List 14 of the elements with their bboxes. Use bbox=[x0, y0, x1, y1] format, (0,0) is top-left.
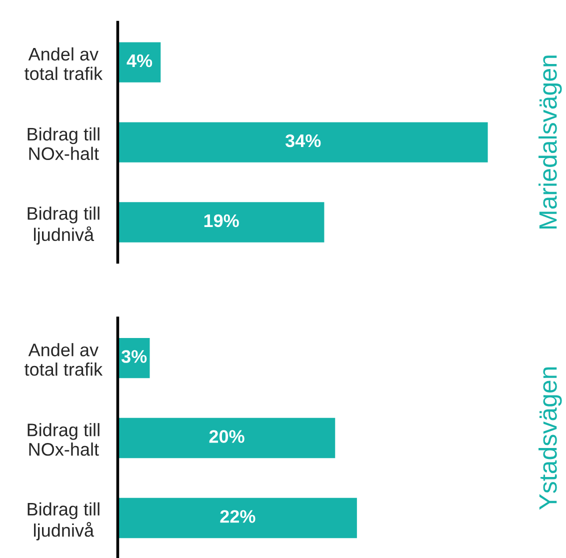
data-label: 34% bbox=[285, 134, 321, 148]
y-tick-label: Andel av total trafik bbox=[24, 343, 103, 376]
y-tick-label: Andel av total trafik bbox=[24, 47, 103, 80]
y-axis-title: Ystadsvägen bbox=[538, 367, 562, 510]
data-label: 4% bbox=[126, 54, 152, 68]
y-tick-label: Bidrag till NOx-halt bbox=[28, 423, 100, 456]
y-tick-label: Bidrag till NOx-halt bbox=[28, 127, 100, 160]
y-axis-title: Mariedalsvägen bbox=[538, 56, 562, 228]
data-label: 3% bbox=[121, 350, 147, 363]
y-tick-label: Bidrag till ljudnivå bbox=[28, 206, 100, 245]
data-label: 22% bbox=[220, 510, 256, 523]
data-label: 20% bbox=[209, 430, 244, 443]
data-label: 19% bbox=[204, 214, 239, 228]
y-tick-label: Bidrag till ljudnivå bbox=[28, 502, 100, 540]
